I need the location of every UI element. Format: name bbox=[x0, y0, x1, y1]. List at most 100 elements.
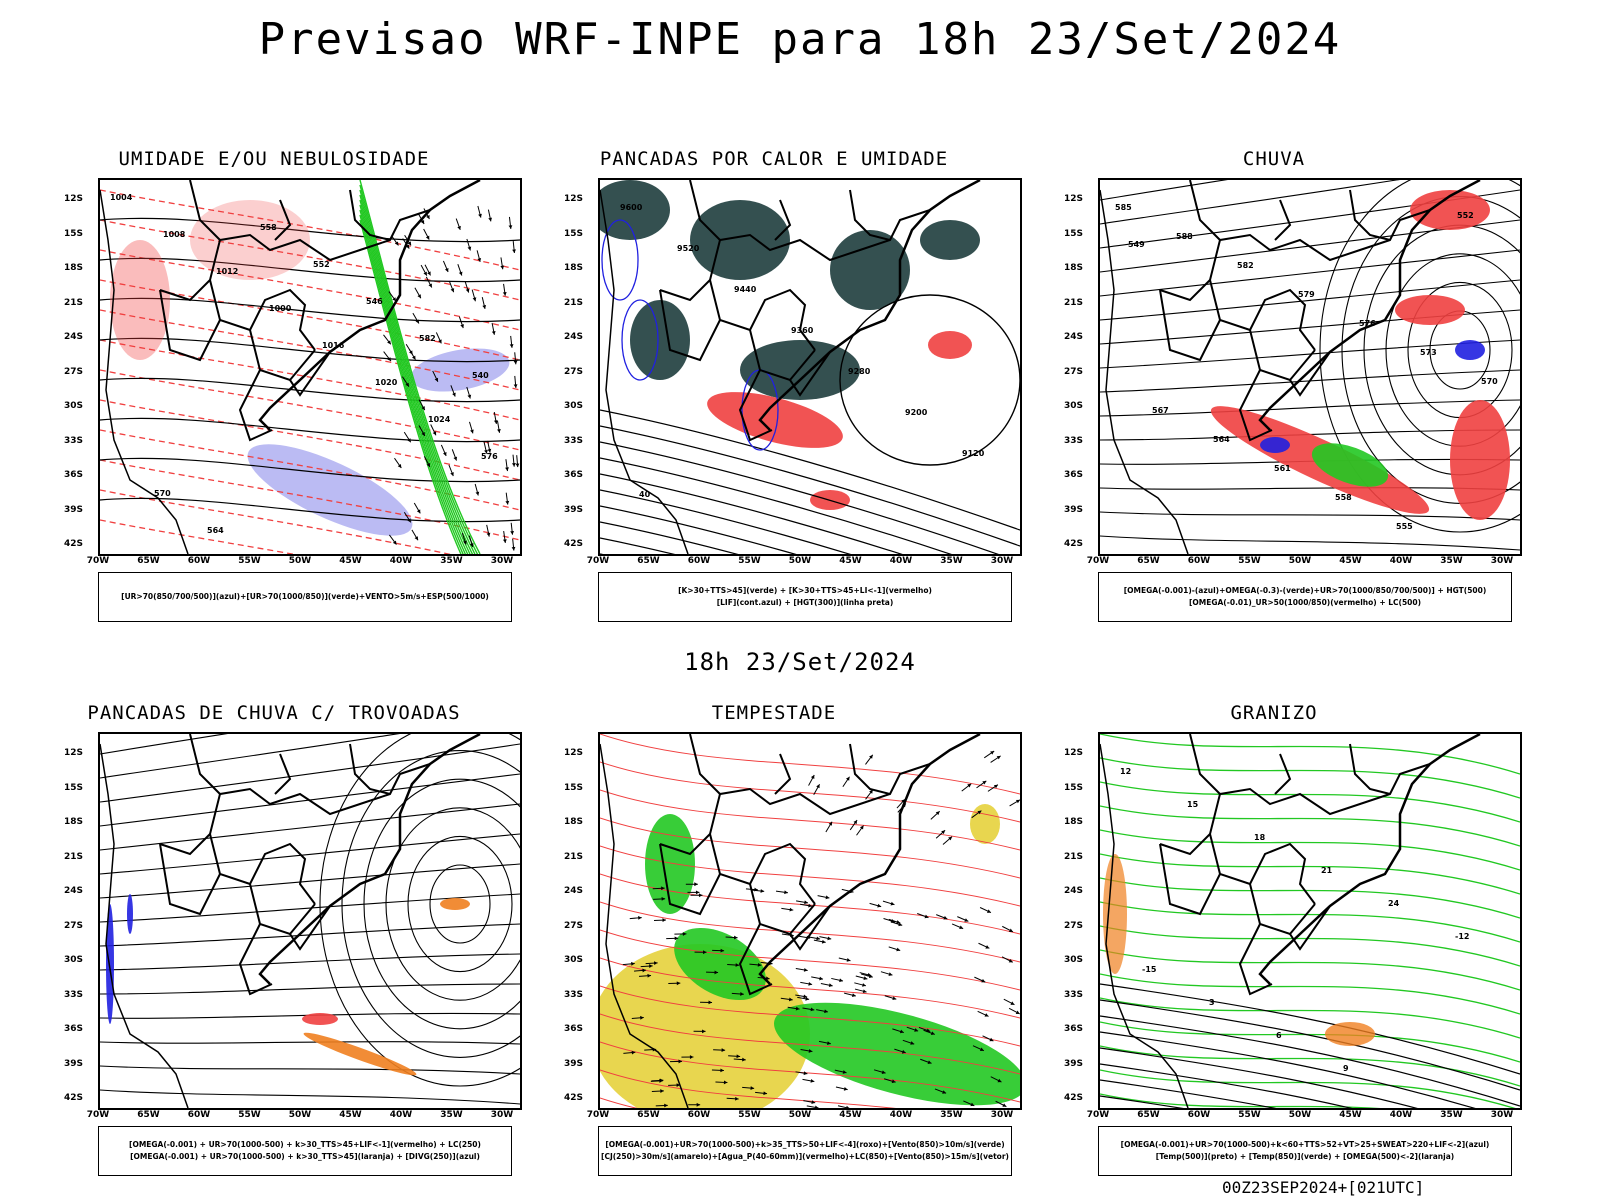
contour-line bbox=[100, 337, 520, 363]
contour-line bbox=[600, 1069, 896, 1108]
conv-green-patch bbox=[740, 340, 860, 400]
country-border bbox=[189, 734, 431, 816]
latitude-label: 24S bbox=[64, 886, 84, 896]
longitude-label: 45W bbox=[839, 556, 862, 566]
wind-arrowhead bbox=[763, 1091, 768, 1096]
contour-label: 9200 bbox=[905, 408, 928, 417]
contours bbox=[1100, 734, 1520, 1108]
contour-label: 9440 bbox=[734, 285, 757, 294]
wind-arrowhead bbox=[714, 970, 719, 975]
contour-line bbox=[600, 1013, 1020, 1075]
contour-line bbox=[359, 189, 476, 554]
contour-line bbox=[1100, 757, 1520, 799]
country-border bbox=[1208, 239, 1316, 351]
wind-arrowhead bbox=[502, 292, 507, 296]
wind-arrowhead bbox=[678, 1059, 683, 1064]
wind-arrowhead bbox=[760, 889, 765, 893]
panel-tempestade: TEMPESTADE [OMEGA(-0.001)+UR>70(1000-500… bbox=[554, 702, 1022, 1192]
wind-arrowhead bbox=[733, 935, 738, 940]
conv-green-patch bbox=[600, 180, 670, 240]
wind-arrowhead bbox=[867, 972, 872, 977]
panel-title: PANCADAS DE CHUVA C/ TROVOADAS bbox=[87, 702, 461, 724]
streamline bbox=[363, 778, 520, 1030]
country-border bbox=[1349, 743, 1391, 795]
wind-arrowhead bbox=[821, 939, 826, 944]
wind-arrowhead bbox=[649, 964, 653, 968]
wind-arrowhead bbox=[935, 811, 940, 816]
contour-line bbox=[600, 1041, 1020, 1103]
panel-legend: [OMEGA(-0.001)+UR>70(1000-500)+k<60+TTS>… bbox=[1098, 1126, 1512, 1176]
streamline bbox=[407, 835, 513, 973]
longitude-label: 65W bbox=[637, 556, 660, 566]
legend-line: [OMEGA(-0.001) + UR>70(1000-500) + k>30_… bbox=[129, 1140, 481, 1149]
conv-green-patch bbox=[830, 230, 910, 310]
contour-label: 564 bbox=[1213, 435, 1230, 444]
country-border bbox=[208, 793, 316, 905]
latitude-label: 36S bbox=[64, 470, 84, 480]
map-svg: 12 15 18 21 24 -12 -15 3 6 9 bbox=[1100, 734, 1520, 1108]
wind-arrowhead bbox=[420, 219, 425, 224]
basemap bbox=[600, 734, 981, 1108]
contour-label: 582 bbox=[1237, 261, 1254, 270]
wind-arrowhead bbox=[723, 1080, 728, 1085]
longitude-label: 55W bbox=[1238, 556, 1261, 566]
legend-line: [CJ(250)>30m/s](amarelo)+[Agua_P(40-60mm… bbox=[601, 1152, 1009, 1161]
streamline bbox=[1100, 339, 1520, 369]
wind-arrowhead bbox=[493, 420, 498, 424]
country-border bbox=[208, 239, 316, 351]
wind-arrowhead bbox=[788, 997, 793, 1002]
country-border bbox=[1349, 189, 1391, 241]
wind-arrowhead bbox=[803, 994, 808, 999]
contour-line bbox=[100, 519, 296, 554]
contour-line bbox=[1100, 1021, 1520, 1063]
contour-label: 585 bbox=[1115, 203, 1132, 212]
wind-arrowhead bbox=[1002, 1103, 1007, 1107]
wind-arrowhead bbox=[511, 462, 516, 467]
hail-orange-patch bbox=[1103, 854, 1127, 974]
contours bbox=[1100, 983, 1520, 1108]
rain-blue-patch bbox=[1260, 437, 1290, 453]
longitude-label: 35W bbox=[440, 556, 463, 566]
wind-arrowhead bbox=[397, 464, 402, 469]
basemap bbox=[100, 180, 481, 554]
latitude-label: 15S bbox=[64, 228, 84, 239]
streamline bbox=[100, 1012, 520, 1019]
latitude-label: 12S bbox=[564, 748, 584, 758]
longitude-label: 50W bbox=[288, 1110, 312, 1120]
contour-line bbox=[100, 309, 520, 391]
country-border bbox=[659, 289, 721, 362]
wind-arrowhead bbox=[1008, 928, 1013, 932]
wind-arrowhead bbox=[695, 890, 700, 895]
streamline bbox=[100, 734, 400, 779]
contours bbox=[100, 217, 520, 523]
latitude-label: 36S bbox=[564, 470, 584, 480]
wind-arrowhead bbox=[463, 540, 467, 545]
wind-arrowhead bbox=[676, 981, 681, 986]
contour-line bbox=[600, 441, 999, 554]
latitude-label: 42S bbox=[64, 1093, 84, 1103]
wind-arrowhead bbox=[426, 462, 430, 467]
humidity-red bbox=[110, 200, 310, 360]
contour-label: 549 bbox=[1128, 240, 1145, 249]
map-svg: 1004 1008 1012 1000 1016 1020 1024 576 570 564 558… bbox=[100, 180, 520, 554]
latitude-label: 24S bbox=[1064, 886, 1084, 896]
contour-labels: 9600 9520 9440 9360 9280 9200 9120 40 bbox=[620, 203, 985, 499]
latitude-label: 39S bbox=[564, 1058, 584, 1069]
wind-arrowhead bbox=[735, 1096, 739, 1101]
legend-line: [OMEGA(-0.001) + UR>70(1000-500) + k>30_… bbox=[130, 1152, 480, 1161]
rain-green-patch bbox=[1311, 443, 1389, 487]
wind-arrowhead bbox=[631, 961, 635, 966]
longitude-label: 35W bbox=[940, 1110, 963, 1120]
latitude-label: 30S bbox=[64, 401, 84, 411]
wind-arrowhead bbox=[502, 539, 507, 543]
west-coast bbox=[1100, 743, 1189, 1108]
contour-line bbox=[1100, 734, 1520, 775]
wind-arrowhead bbox=[423, 271, 427, 276]
longitude-label: 30W bbox=[990, 1110, 1014, 1120]
wind-arrowhead bbox=[434, 377, 439, 382]
panel-title: UMIDADE E/OU NEBULOSIDADE bbox=[118, 148, 430, 170]
latitude-label: 18S bbox=[564, 263, 584, 273]
wind-arrowhead bbox=[989, 1037, 994, 1042]
wind-vectors bbox=[808, 750, 1020, 845]
contour-label: 570 bbox=[1481, 377, 1498, 386]
